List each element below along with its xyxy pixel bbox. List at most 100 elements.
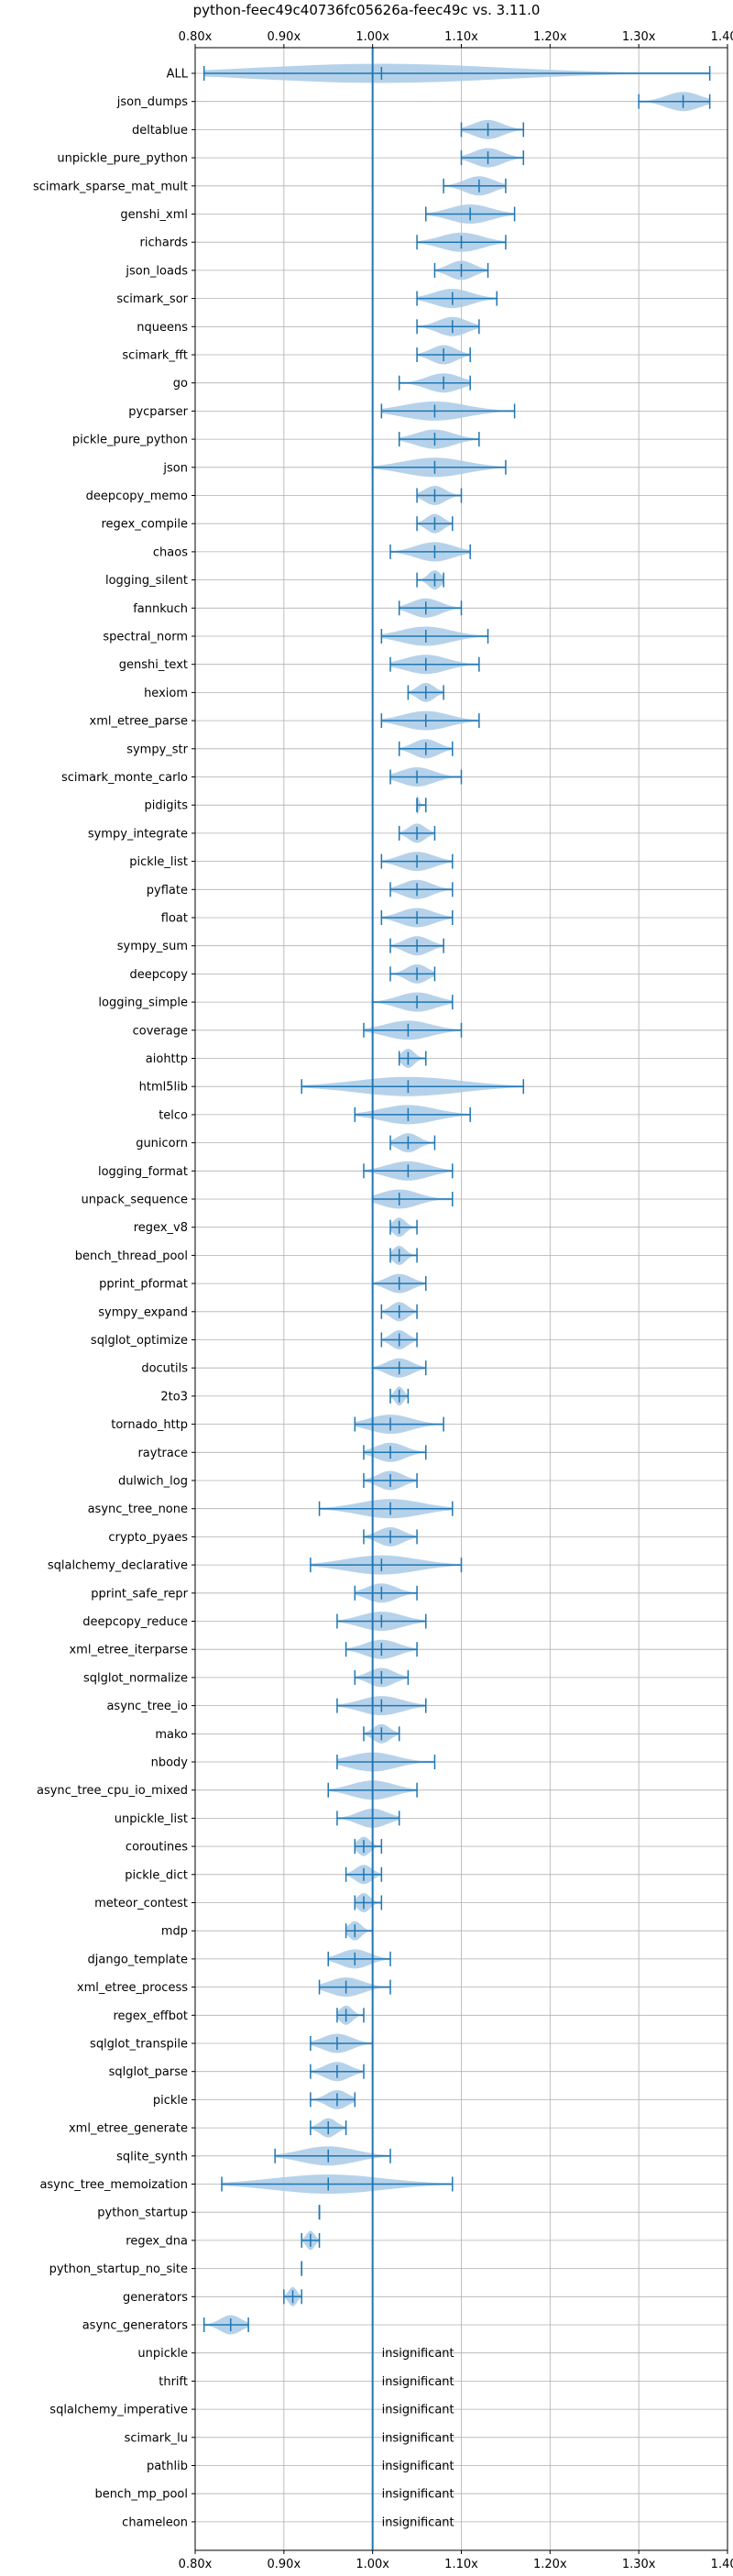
x-tick-label-bottom: 1.00x <box>356 2558 389 2571</box>
benchmark-label: chameleon <box>122 2515 188 2529</box>
benchmark-label: sqlalchemy_imperative <box>49 2404 188 2417</box>
benchmark-labels: ALL json_dumps deltablue unpickle_pure_pyth… <box>33 68 454 2530</box>
benchmark-label: regex_compile <box>101 518 188 532</box>
benchmark-label: genshi_xml <box>120 208 188 222</box>
benchmark-label: coroutines <box>126 1841 188 1855</box>
x-tick-label-top: 1.30x <box>622 30 656 44</box>
benchmark-label: async_tree_memoization <box>39 2178 188 2192</box>
benchmark-label: scimark_lu <box>125 2431 188 2445</box>
benchmark-label: deepcopy_reduce <box>82 1615 188 1629</box>
x-tick-label-bottom: 1.10x <box>444 2558 478 2571</box>
insignificant-label: insignificant <box>382 2375 454 2389</box>
benchmark-label: logging_silent <box>105 574 188 588</box>
benchmark-label: tornado_http <box>111 1418 188 1432</box>
x-tick-label-top: 0.90x <box>268 30 301 44</box>
benchmark-label: pickle_pure_python <box>72 434 188 447</box>
benchmark-label: sqlglot_parse <box>109 2065 188 2079</box>
benchmark-label: regex_dna <box>126 2234 188 2248</box>
insignificant-label: insignificant <box>382 2347 454 2361</box>
x-tick-label-top: 0.80x <box>179 30 213 44</box>
benchmark-label: sqlglot_normalize <box>83 1671 188 1685</box>
insignificant-label: insignificant <box>382 2515 454 2529</box>
benchmark-label: nbody <box>151 1756 189 1770</box>
benchmark-label: unpickle_list <box>115 1812 188 1826</box>
benchmark-label: sqlglot_transpile <box>90 2038 188 2052</box>
insignificant-label: insignificant <box>382 2431 454 2445</box>
benchmark-label: json_loads <box>125 264 188 278</box>
benchmark-label: telco <box>159 1108 188 1122</box>
benchmark-label: async_tree_cpu_io_mixed <box>37 1784 188 1798</box>
benchmark-label: logging_format <box>98 1165 188 1179</box>
benchmark-label: json_dumps <box>116 95 188 109</box>
benchmark-label: crypto_pyaes <box>108 1531 188 1545</box>
benchmark-label: xml_etree_process <box>77 1981 188 1995</box>
x-tick-label-bottom: 0.90x <box>268 2558 301 2571</box>
benchmark-label: deepcopy_memo <box>86 490 188 503</box>
benchmark-label: raytrace <box>137 1447 188 1460</box>
benchmark-label: unpickle <box>137 2347 188 2361</box>
benchmark-label: pickle_list <box>129 855 188 869</box>
benchmark-label: async_tree_none <box>88 1503 188 1516</box>
x-tick-label-top: 1.00x <box>356 30 389 44</box>
benchmark-label: genshi_text <box>119 658 188 672</box>
benchmark-label: pyflate <box>147 884 188 897</box>
benchmark-label: dulwich_log <box>118 1475 188 1489</box>
x-tick-label-bottom: 1.40x <box>711 2558 733 2571</box>
insignificant-label: insignificant <box>382 2488 454 2502</box>
benchmark-label: regex_v8 <box>134 1221 188 1235</box>
benchmark-label: spectral_norm <box>103 631 188 644</box>
benchmark-label: bench_mp_pool <box>94 2488 188 2502</box>
x-tick-label-bottom: 0.80x <box>179 2558 213 2571</box>
benchmark-label: regex_effbot <box>113 2009 188 2023</box>
benchmark-label: pprint_pformat <box>99 1278 188 1292</box>
benchmark-label: pathlib <box>147 2460 188 2473</box>
benchmark-label: unpack_sequence <box>81 1194 188 1207</box>
benchmark-label: django_template <box>88 1953 188 1966</box>
benchmark-label: generators <box>123 2291 188 2305</box>
benchmark-label: html5lib <box>139 1081 188 1095</box>
benchmark-label: unpickle_pure_python <box>57 152 188 166</box>
benchmark-label: fannkuch <box>133 602 188 616</box>
benchmark-label: scimark_fft <box>122 349 188 363</box>
benchmark-label: gunicorn <box>136 1137 188 1150</box>
benchmark-label: hexiom <box>144 687 188 700</box>
benchmark-label: coverage <box>133 1024 188 1038</box>
benchmark-label: sympy_expand <box>98 1305 188 1319</box>
benchmark-label: sqlglot_optimize <box>91 1334 188 1348</box>
benchmark-label: aiohttp <box>146 1052 188 1066</box>
x-tick-label-bottom: 1.30x <box>622 2558 656 2571</box>
benchmark-label: async_tree_io <box>106 1700 188 1713</box>
x-axis-ticks: 0.80x 0.80x 0.90x 0.90x 1.00x 1.00x 1.10x 1.10x… <box>179 30 733 2571</box>
insignificant-label: insignificant <box>382 2460 454 2473</box>
benchmark-label: scimark_monte_carlo <box>61 771 188 785</box>
benchmark-label: pickle_dict <box>125 1868 188 1882</box>
benchmark-label: json <box>162 461 188 475</box>
x-tick-label-top: 1.20x <box>533 30 567 44</box>
benchmark-label: go <box>173 377 188 391</box>
benchmark-label: xml_etree_generate <box>69 2122 188 2136</box>
benchmark-label: chaos <box>153 545 188 559</box>
benchmark-label: 2to3 <box>160 1390 188 1404</box>
benchmark-label: sympy_sum <box>117 940 188 953</box>
grid-lines <box>194 48 728 2550</box>
benchmark-label: ALL <box>167 68 189 82</box>
benchmark-label: xml_etree_parse <box>90 715 188 729</box>
benchmark-label: sympy_integrate <box>88 827 188 841</box>
benchmark-label: pycparser <box>128 405 188 419</box>
chart-title: python-feec49c40736fc05626a-feec49c vs. … <box>193 2 541 18</box>
benchmark-label: scimark_sor <box>116 292 188 306</box>
x-tick-label-top: 1.40x <box>711 30 733 44</box>
benchmark-label: sympy_str <box>126 743 188 756</box>
benchmark-label: sqlalchemy_declarative <box>48 1559 188 1573</box>
benchmark-label: richards <box>140 237 189 250</box>
x-tick-label-bottom: 1.20x <box>533 2558 567 2571</box>
plot-frame <box>194 47 728 2551</box>
benchmark-label: mdp <box>161 1925 188 1939</box>
benchmark-label: pickle <box>153 2094 188 2108</box>
benchmark-label: sqlite_synth <box>116 2150 188 2163</box>
benchmark-label: deltablue <box>132 124 188 138</box>
benchmark-label: async_generators <box>82 2319 189 2333</box>
benchmark-label: pidigits <box>145 799 189 813</box>
benchmark-label: logging_simple <box>98 996 188 1010</box>
